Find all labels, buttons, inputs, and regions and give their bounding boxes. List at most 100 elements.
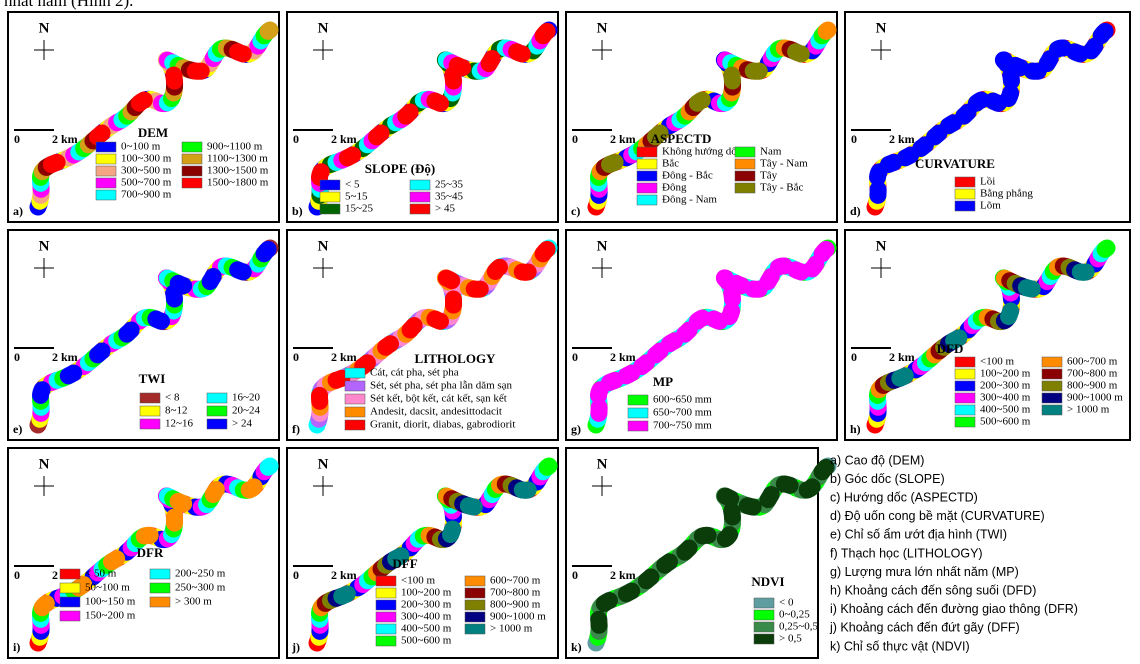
legend-label: 600~700 m xyxy=(490,575,541,587)
north-label: N xyxy=(318,456,329,472)
legend-label: 500~700 m xyxy=(121,177,172,189)
legend-title: DFR xyxy=(137,545,164,560)
legend-swatch xyxy=(754,622,774,632)
legend-label: Bằng phẳng xyxy=(980,188,1033,200)
legend-label: < 5 xyxy=(345,179,360,191)
legend-label: Cát, cát pha, sét pha xyxy=(370,367,459,379)
legend-swatch xyxy=(60,569,80,579)
legend-label: 300~500 m xyxy=(121,165,172,177)
legend-swatch xyxy=(345,420,365,430)
legend-swatch xyxy=(150,597,170,607)
caption: j) Khoảng cách đến đứt gãy (DFF) xyxy=(829,621,1020,635)
legend-label: Sét, sét pha, sét pha lẫn dăm sạn xyxy=(370,380,513,392)
legend-label: > 300 m xyxy=(175,596,212,608)
legend-swatch xyxy=(140,406,160,416)
north-label: N xyxy=(597,238,608,254)
legend-label: > 1000 m xyxy=(490,623,533,635)
legend-label: 600~650 mm xyxy=(653,394,712,406)
legend-swatch xyxy=(345,368,365,378)
map-panel: N02 kmh)DFD<100 m100~200 m200~300 m300~4… xyxy=(845,230,1130,440)
caption: g) Lượng mưa lớn nhất năm (MP) xyxy=(830,565,1019,579)
legend-label: < 50 m xyxy=(85,568,117,580)
legend-swatch xyxy=(150,583,170,593)
panel-letter: j) xyxy=(291,640,300,654)
legend-label: <100 m xyxy=(401,575,435,587)
scale-start: 0 xyxy=(572,350,578,364)
panel-letter: k) xyxy=(571,640,582,654)
legend-label: 700~800 m xyxy=(490,587,541,599)
scale-start: 0 xyxy=(293,132,299,146)
legend-label: Tây - Nam xyxy=(760,158,808,170)
panel-letter: e) xyxy=(13,422,22,436)
legend-swatch xyxy=(345,407,365,417)
legend-swatch xyxy=(637,183,657,193)
caption: b) Góc dốc (SLOPE) xyxy=(830,472,945,486)
legend-swatch xyxy=(465,624,485,634)
legend-label: 500~600 m xyxy=(980,416,1031,428)
legend-swatch xyxy=(955,417,975,427)
legend-swatch xyxy=(637,159,657,169)
legend-swatch xyxy=(150,569,170,579)
caption: e) Chỉ số ẩm ướt địa hình (TWI) xyxy=(830,528,1007,542)
legend-swatch xyxy=(637,195,657,205)
legend-title: DFF xyxy=(392,556,417,571)
legend-swatch xyxy=(628,395,648,405)
legend-label: Sét kết, bột kết, cát kết, sạn kết xyxy=(370,393,507,405)
legend-label: 0~100 m xyxy=(121,141,161,153)
legend-label: 900~1000 m xyxy=(490,611,546,623)
scale-end: 2 km xyxy=(610,132,636,146)
legend-label: Tây xyxy=(760,170,778,182)
legend-title: CURVATURE xyxy=(915,156,995,171)
legend-label: 900~1000 m xyxy=(1067,392,1123,404)
north-label: N xyxy=(597,456,608,472)
legend-label: > 0,5 xyxy=(779,633,802,645)
legend-label: 100~200 m xyxy=(401,587,452,599)
scale-start: 0 xyxy=(572,568,578,582)
legend-swatch xyxy=(376,636,396,646)
caption: d) Độ uốn cong bề mặt (CURVATURE) xyxy=(830,509,1045,523)
legend-label: 300~400 m xyxy=(980,392,1031,404)
legend-label: Đông xyxy=(662,182,687,194)
legend-swatch xyxy=(376,624,396,634)
legend-swatch xyxy=(754,610,774,620)
legend-swatch xyxy=(735,159,755,169)
legend-swatch xyxy=(410,180,430,190)
map-panel: N02 kmg)MP600~650 mm650~700 mm700~750 mm xyxy=(566,230,837,440)
legend-label: 100~150 m xyxy=(85,596,136,608)
north-label: N xyxy=(318,20,329,36)
legend-swatch xyxy=(628,421,648,431)
panel-letter: i) xyxy=(13,640,20,654)
legend-swatch xyxy=(410,204,430,214)
legend-label: 250~300 m xyxy=(175,582,226,594)
page: nhất năm (Hình 2). N02 kma)DEM0~100 m100… xyxy=(0,0,1140,664)
scale-start: 0 xyxy=(293,350,299,364)
legend-swatch xyxy=(955,393,975,403)
legend-swatch xyxy=(182,154,202,164)
legend-label: 700~900 m xyxy=(121,189,172,201)
legend-swatch xyxy=(345,394,365,404)
scale-end: 2 km xyxy=(331,568,357,582)
legend-label: Không hướng dốc xyxy=(662,146,742,158)
legend-label: 800~900 m xyxy=(490,599,541,611)
legend-swatch xyxy=(735,183,755,193)
legend-label: Đông - Bắc xyxy=(662,170,713,182)
legend-swatch xyxy=(96,178,116,188)
scale-start: 0 xyxy=(572,132,578,146)
legend-swatch xyxy=(207,393,227,403)
legend-label: 8~12 xyxy=(165,405,187,417)
legend-swatch xyxy=(60,597,80,607)
scale-start: 0 xyxy=(851,350,857,364)
legend-swatch xyxy=(140,393,160,403)
legend-label: 300~400 m xyxy=(401,611,452,623)
north-label: N xyxy=(39,20,50,36)
legend-swatch xyxy=(1042,393,1062,403)
map-panel: N02 kmk)NDVI< 00~0,250,25~0,5> 0,5 xyxy=(566,448,828,658)
legend-label: 1500~1800 m xyxy=(207,177,269,189)
map-panel: N02 kmi)DFR< 50 m50~100 m100~150 m150~20… xyxy=(8,448,279,658)
north-label: N xyxy=(318,238,329,254)
legend-label: 0~0,25 xyxy=(779,609,810,621)
north-label: N xyxy=(597,20,608,36)
